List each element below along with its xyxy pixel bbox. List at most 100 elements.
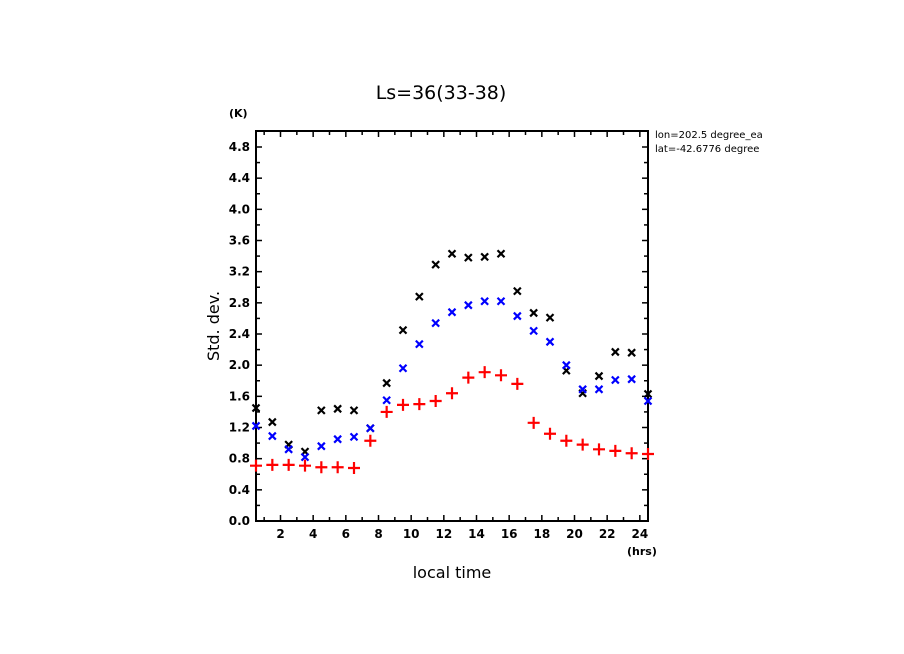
y-tick-label: 4.0 [229, 202, 250, 216]
data-point-black [333, 404, 342, 414]
y-tick-label: 0.8 [229, 452, 250, 466]
data-point-red [593, 443, 605, 456]
data-point-red [266, 458, 279, 471]
data-point-red [462, 371, 475, 384]
data-point-red [495, 369, 507, 382]
data-point-black [349, 406, 359, 415]
data-point-red [642, 447, 654, 460]
y-tick-label: 2.8 [229, 296, 250, 310]
data-point-black [268, 417, 277, 427]
x-tick-label: 18 [533, 527, 550, 541]
data-point-blue [333, 434, 342, 444]
data-point-blue [251, 421, 261, 431]
data-point-black [611, 347, 620, 357]
data-point-black [398, 325, 408, 335]
data-point-black [627, 348, 636, 357]
annotation-clip [780, 128, 904, 158]
y-tick-label: 4.4 [229, 171, 250, 185]
x-tick-label: 12 [435, 527, 452, 541]
x-tick-label: 10 [403, 527, 420, 541]
data-point-red [397, 398, 409, 411]
y-tick-label: 3.6 [229, 234, 250, 248]
x-axis-label: local time [413, 563, 492, 582]
data-point-blue [382, 395, 391, 405]
data-point-red [576, 438, 589, 451]
y-tick-label: 1.2 [229, 421, 250, 435]
y-tick-label: 0.0 [229, 514, 250, 528]
data-point-black [513, 286, 522, 296]
y-unit-label: (K) [229, 107, 248, 120]
x-tick-label: 8 [374, 527, 382, 541]
data-point-red [299, 459, 311, 472]
data-point-blue [496, 296, 506, 306]
data-point-blue [529, 326, 538, 336]
data-point-blue [594, 385, 604, 394]
data-point-black [382, 378, 391, 388]
x-tick-label: 24 [631, 527, 648, 541]
data-point-blue [480, 296, 489, 306]
x-tick-label: 4 [309, 527, 317, 541]
data-point-blue [268, 431, 277, 441]
plot-frame [255, 130, 649, 522]
x-unit-label: (hrs) [627, 545, 657, 558]
data-point-red [250, 459, 262, 472]
data-point-black [251, 403, 261, 413]
data-point-blue [643, 396, 653, 406]
data-point-black [447, 249, 457, 259]
data-point-red [446, 387, 458, 400]
data-marks [250, 249, 654, 475]
data-point-blue [611, 375, 620, 385]
annotation-lon: lon=202.5 degree_ea [655, 130, 763, 141]
annotation-lat: lat=-42.6776 degree [655, 144, 759, 155]
data-point-red [625, 447, 638, 460]
data-point-blue [513, 311, 522, 321]
x-tick-label: 6 [342, 527, 350, 541]
data-point-blue [366, 424, 375, 433]
y-tick-label: 2.0 [229, 358, 250, 372]
series-red [250, 366, 654, 475]
data-point-blue [317, 441, 326, 451]
data-point-black [545, 313, 555, 322]
x-tick-label: 14 [468, 527, 485, 541]
data-point-red [544, 427, 556, 440]
data-point-black [496, 249, 506, 259]
data-point-red [527, 416, 540, 429]
data-point-blue [545, 337, 555, 347]
y-tick-label: 4.8 [229, 140, 250, 154]
data-point-black [594, 371, 604, 381]
data-point-blue [578, 385, 587, 394]
data-point-blue [300, 452, 310, 462]
data-point-red [348, 462, 360, 475]
data-point-black [415, 292, 424, 301]
y-tick-label: 3.2 [229, 265, 250, 279]
data-point-blue [415, 339, 424, 349]
data-point-blue [284, 445, 293, 454]
data-point-red [331, 461, 344, 474]
data-point-blue [349, 432, 359, 442]
data-point-blue [447, 307, 457, 317]
series-black [251, 249, 653, 456]
x-tick-label: 22 [599, 527, 616, 541]
x-tick-label: 2 [276, 527, 284, 541]
data-point-red [478, 366, 491, 379]
ticks: 0.0 0.4 0.8 1.2 1.6 2.0 2.4 2.8 3.2 3.6 4.0 4.4 4.8 2… [229, 131, 648, 541]
data-point-black [317, 406, 326, 415]
data-point-blue [398, 364, 408, 373]
chart-title: Ls=36(33-38) [376, 82, 507, 104]
data-point-black [529, 308, 538, 318]
data-point-red [429, 395, 442, 408]
data-point-blue [627, 374, 636, 384]
data-point-red [282, 458, 295, 471]
data-point-red [380, 405, 393, 418]
data-point-red [315, 461, 328, 474]
axes [255, 130, 649, 522]
data-point-blue [464, 300, 473, 310]
series-blue [251, 296, 653, 462]
data-point-red [511, 377, 524, 390]
data-point-blue [562, 360, 571, 370]
y-tick-label: 2.4 [229, 327, 250, 341]
data-point-black [431, 260, 440, 269]
data-point-red [413, 398, 426, 411]
y-tick-label: 0.4 [229, 483, 250, 497]
